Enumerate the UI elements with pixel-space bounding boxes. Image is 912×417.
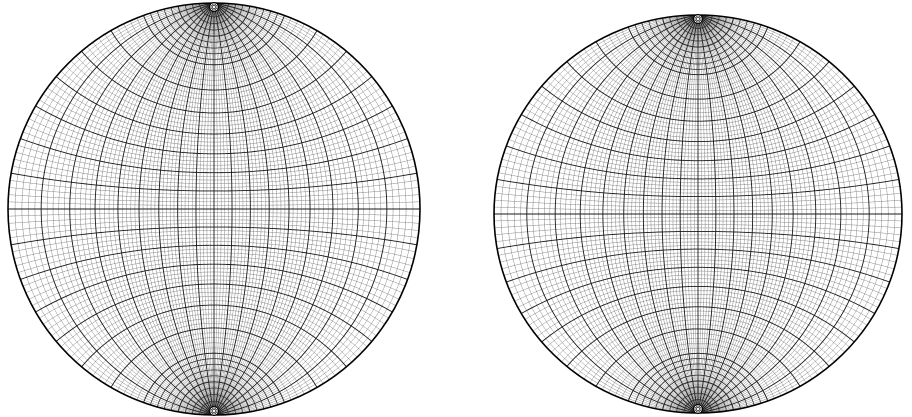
left-major-grid [8, 3, 420, 415]
right-polar-caps [634, 15, 762, 413]
right-south-pole-mark [693, 404, 703, 414]
left-north-pole-mark [209, 2, 219, 12]
right-north-pole-mark [693, 14, 703, 24]
left-stereonet [8, 3, 420, 415]
left-south-pole-mark [209, 406, 219, 416]
right-stereonet [494, 15, 902, 413]
left-polar-caps [150, 3, 278, 415]
pole-marks [209, 2, 703, 416]
right-major-grid [494, 15, 902, 413]
